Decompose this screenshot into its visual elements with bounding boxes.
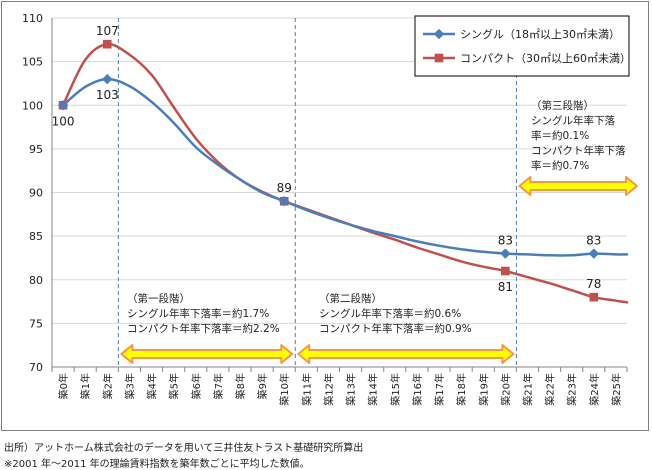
legend-swatch-marker <box>434 53 444 63</box>
x-tick-label: 築18年 <box>455 373 468 406</box>
phase-arrows <box>120 176 638 364</box>
phase1-title: （第一段階） <box>127 292 190 305</box>
phase2-title: （第二段階） <box>319 292 382 305</box>
y-tick-label: 105 <box>22 56 43 69</box>
y-tick-label: 75 <box>29 317 43 330</box>
y-tick-label: 100 <box>22 99 43 112</box>
x-tick-label: 築9年 <box>256 373 269 399</box>
y-tick-label: 95 <box>29 143 43 156</box>
x-tick-label: 築22年 <box>544 373 557 406</box>
phase3-arrow <box>518 176 638 196</box>
data-label: 78 <box>586 277 601 291</box>
x-tick-label: 築20年 <box>499 373 512 406</box>
data-label: 81 <box>498 280 513 294</box>
y-tick-label: 90 <box>29 187 43 200</box>
phase3-single-rate: シングル年率下落 <box>531 114 615 127</box>
phase-annotations: （第一段階） シングル年率下落率＝約1.7% コンパクト年率下落率＝約2.2% （第二… <box>127 99 626 335</box>
x-axis: 築0年 築1年 築2年 築3年 築4年 築5年 築6年 築7年 築8年 築9年 築10年 築11年 築1… <box>51 367 628 406</box>
x-tick-label: 築15年 <box>389 373 402 406</box>
phase3-compact-rate: コンパクト年率下落 <box>531 144 626 157</box>
x-tick-label: 築16年 <box>411 373 424 406</box>
x-tick-label: 築5年 <box>168 373 181 399</box>
x-tick-label: 築11年 <box>300 373 313 406</box>
x-tick-label: 築3年 <box>123 373 136 399</box>
x-tick-label: 築12年 <box>322 373 335 406</box>
single-point <box>500 248 511 259</box>
x-tick-label: 築2年 <box>101 373 114 399</box>
data-label: 103 <box>96 88 119 102</box>
data-label: 89 <box>277 181 292 195</box>
legend-entry: シングル（18㎡以上30㎡未満） <box>460 27 620 41</box>
single-point <box>57 100 69 111</box>
phase1-arrow <box>120 344 294 364</box>
data-label: 83 <box>498 234 513 248</box>
x-tick-label: 築7年 <box>212 373 225 399</box>
data-label: 100 <box>52 114 75 128</box>
method-note: ※2001 年～2011 年の理論賃料指数を築年数ごとに平均した数値。 <box>4 459 310 470</box>
x-tick-label: 築8年 <box>234 373 247 399</box>
y-tick-label: 70 <box>29 361 43 374</box>
x-tick-label: 築23年 <box>566 373 579 406</box>
x-tick-label: 築6年 <box>190 373 203 399</box>
x-tick-label: 築19年 <box>477 373 490 406</box>
data-label: 83 <box>586 234 601 248</box>
phase3-single-rate-cont: 率＝約0.1% <box>531 129 589 142</box>
x-tick-label: 築14年 <box>367 373 380 406</box>
x-tick-label: 築4年 <box>146 373 159 399</box>
x-tick-label: 築10年 <box>278 373 291 406</box>
y-tick-label: 80 <box>29 274 43 287</box>
phase3-compact-rate-cont: 率＝約0.7% <box>531 159 589 172</box>
x-tick-label: 築0年 <box>57 373 70 399</box>
phase2-compact-rate: コンパクト年率下落率＝約0.9% <box>319 322 472 335</box>
compact-point <box>501 266 510 276</box>
x-tick-label: 築1年 <box>79 373 92 399</box>
x-tick-label: 築21年 <box>521 373 534 406</box>
single-series-line <box>61 77 629 257</box>
y-tick-label: 85 <box>29 230 43 243</box>
x-tick-label: 築13年 <box>345 373 358 406</box>
legend-box <box>414 15 630 77</box>
x-tick-label: 築25年 <box>610 373 623 406</box>
phase1-single-rate: シングル年率下落率＝約1.7% <box>127 307 269 320</box>
single-point <box>588 248 600 259</box>
y-axis: 70 75 80 85 90 95 100 105 110 <box>22 12 53 374</box>
phase2-arrow <box>297 344 515 364</box>
series-lines <box>57 39 629 304</box>
data-label: 107 <box>96 24 119 38</box>
phase1-compact-rate: コンパクト年率下落率＝約2.2% <box>127 322 280 335</box>
source-note: 出所）アットホーム株式会社のデータを用いて三井住友トラスト基礎研究所算出 <box>4 443 364 454</box>
legend-swatch-marker <box>433 28 445 40</box>
single-point <box>102 73 113 85</box>
phase3-title: （第三段階） <box>531 99 594 112</box>
legend: シングル（18㎡以上30㎡未満） コンパクト（30㎡以上60㎡未満） <box>414 15 631 77</box>
compact-point <box>589 292 599 302</box>
phase2-single-rate: シングル年率下落率＝約0.6% <box>319 307 461 320</box>
single-point <box>279 196 290 207</box>
y-tick-label: 110 <box>22 12 43 25</box>
line-chart: 70 75 80 85 90 95 100 105 110 築0年 築1年 築2年 築3年 築4年 築5年… <box>22 12 638 406</box>
chart-frame <box>1 1 649 431</box>
compact-series-line <box>61 42 629 304</box>
legend-entry: コンパクト（30㎡以上60㎡未満） <box>460 52 631 65</box>
data-labels: 100 103 107 89 83 81 83 78 <box>52 24 602 294</box>
x-tick-label: 築24年 <box>588 373 601 406</box>
x-tick-label: 築17年 <box>433 373 446 406</box>
compact-point <box>102 39 112 49</box>
